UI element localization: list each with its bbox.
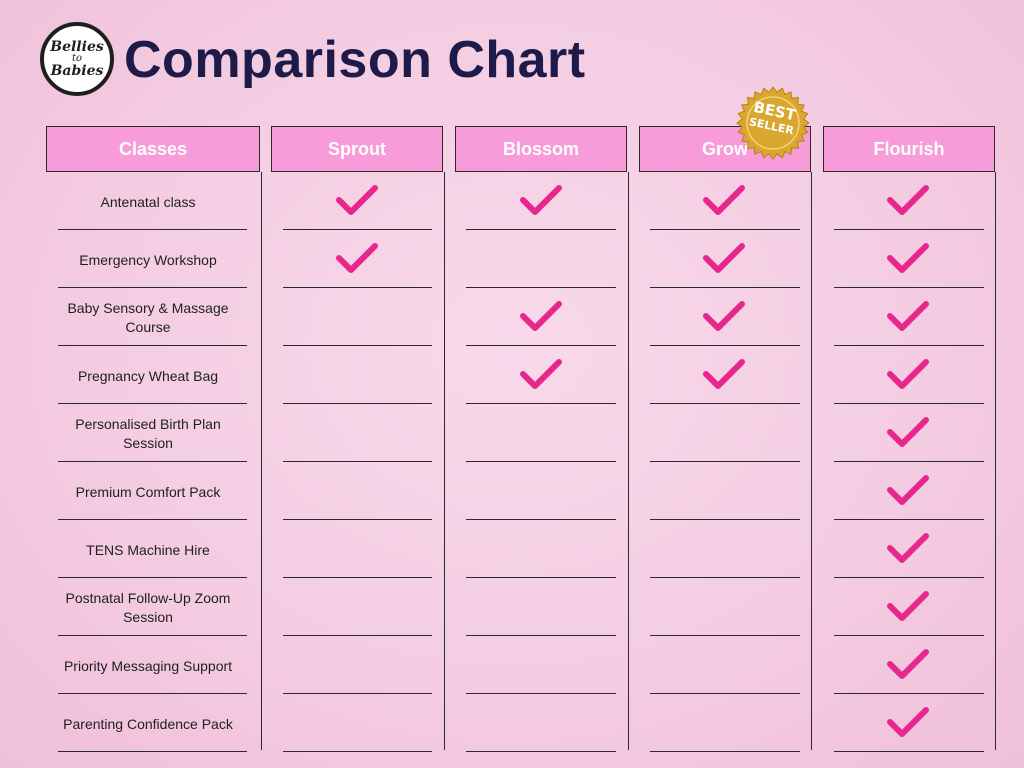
row-separator: [650, 403, 800, 404]
checkmark-icon: [520, 359, 562, 389]
row-separator: [466, 403, 616, 404]
checkmark-icon: [887, 475, 929, 505]
checkmark-icon: [703, 359, 745, 389]
row-separator: [283, 635, 432, 636]
row-separator: [650, 461, 800, 462]
row-separator: [58, 287, 247, 288]
row-separator: [650, 693, 800, 694]
row-separator: [466, 345, 616, 346]
row-separator: [650, 577, 800, 578]
logo-line-3: Babies: [50, 63, 104, 79]
row-separator: [834, 229, 984, 230]
row-separator: [834, 635, 984, 636]
row-separator: [834, 287, 984, 288]
row-label: TENS Machine Hire: [86, 541, 210, 558]
row-separator: [466, 519, 616, 520]
row-separator: [58, 403, 247, 404]
row-label: Antenatal class: [100, 193, 196, 210]
row-separator: [466, 229, 616, 230]
logo-line-2: to: [71, 53, 83, 64]
column-divider: [261, 172, 262, 750]
row-separator: [650, 345, 800, 346]
row-separator: [834, 461, 984, 462]
row-separator: [650, 519, 800, 520]
row-separator: [834, 751, 984, 752]
row-separator: [58, 229, 247, 230]
row-separator: [834, 693, 984, 694]
column-divider: [444, 172, 445, 750]
row-separator: [58, 461, 247, 462]
checkmark-icon: [520, 185, 562, 215]
page-title: Comparison Chart: [124, 31, 586, 89]
row-label: Emergency Workshop: [79, 251, 217, 268]
row-separator: [650, 229, 800, 230]
row-separator: [283, 287, 432, 288]
row-separator: [834, 345, 984, 346]
row-separator: [58, 751, 247, 752]
row-separator: [650, 287, 800, 288]
checkmark-icon: [887, 417, 929, 447]
row-separator: [283, 229, 432, 230]
row-label: Premium Comfort Pack: [75, 483, 221, 500]
row-label: Pregnancy Wheat Bag: [77, 367, 219, 384]
checkmark-icon: [703, 243, 745, 273]
checkmark-icon: [336, 243, 378, 273]
best-seller-badge-icon: [736, 86, 810, 160]
logo: Bellies to Babies: [40, 22, 114, 96]
checkmark-icon: [887, 707, 929, 737]
row-separator: [283, 403, 432, 404]
checkmark-icon: [887, 649, 929, 679]
row-separator: [834, 519, 984, 520]
checkmark-icon: [703, 185, 745, 215]
checkmark-icon: [887, 301, 929, 331]
row-separator: [466, 751, 616, 752]
row-separator: [466, 461, 616, 462]
row-separator: [466, 577, 616, 578]
row-label: Priority Messaging Support: [63, 657, 233, 674]
column-header-sprout: Sprout: [271, 126, 443, 172]
row-separator: [466, 287, 616, 288]
checkmark-icon: [887, 591, 929, 621]
row-separator: [283, 751, 432, 752]
checkmark-icon: [887, 185, 929, 215]
row-separator: [58, 693, 247, 694]
checkmark-icon: [336, 185, 378, 215]
row-label: Parenting Confidence Pack: [63, 715, 233, 732]
row-separator: [650, 635, 800, 636]
row-separator: [58, 635, 247, 636]
row-separator: [466, 635, 616, 636]
row-separator: [283, 577, 432, 578]
column-divider: [628, 172, 629, 750]
checkmark-icon: [887, 359, 929, 389]
column-divider: [811, 172, 812, 750]
row-separator: [283, 461, 432, 462]
row-separator: [466, 693, 616, 694]
row-separator: [58, 345, 247, 346]
row-separator: [58, 577, 247, 578]
row-label: Baby Sensory & Massage Course: [67, 300, 229, 335]
checkmark-icon: [887, 533, 929, 563]
row-separator: [283, 519, 432, 520]
row-separator: [283, 693, 432, 694]
column-header-blossom: Blossom: [455, 126, 627, 172]
column-divider: [995, 172, 996, 750]
row-label: Personalised Birth Plan Session: [75, 416, 221, 451]
row-separator: [834, 577, 984, 578]
column-header-flourish: Flourish: [823, 126, 995, 172]
checkmark-icon: [887, 243, 929, 273]
row-separator: [283, 345, 432, 346]
row-separator: [834, 403, 984, 404]
column-header-classes: Classes: [46, 126, 260, 172]
checkmark-icon: [520, 301, 562, 331]
logo-line-1: Bellies: [50, 39, 104, 55]
row-separator: [650, 751, 800, 752]
row-separator: [58, 519, 247, 520]
row-label: Postnatal Follow-Up Zoom Session: [65, 590, 231, 625]
checkmark-icon: [703, 301, 745, 331]
